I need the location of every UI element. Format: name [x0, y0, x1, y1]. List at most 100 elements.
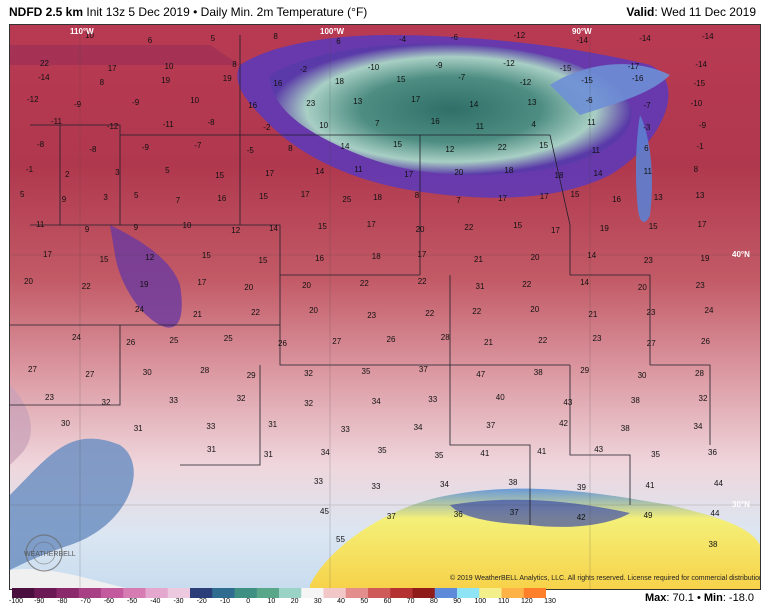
temperature-value: 10 — [319, 121, 328, 130]
temperature-value: 13 — [528, 98, 537, 107]
temperature-value: -11 — [163, 120, 175, 129]
colorbar-tick: 40 — [337, 598, 345, 605]
temperature-value: 5 — [211, 34, 216, 43]
temperature-value: 4 — [532, 120, 537, 129]
temperature-value: 5 — [134, 191, 139, 200]
temperature-value: 22 — [360, 279, 369, 288]
temperature-value: -3 — [643, 123, 651, 132]
temperature-value: -8 — [37, 140, 45, 149]
temperature-value: 22 — [425, 309, 434, 318]
temperature-value: 31 — [476, 282, 485, 291]
temperature-value: 34 — [414, 423, 423, 432]
temperature-value: 9 — [134, 223, 139, 232]
temperature-value: -2 — [300, 65, 308, 74]
temperature-value: 41 — [646, 481, 655, 490]
temperature-value: 17 — [411, 95, 420, 104]
colorbar-segment — [345, 588, 369, 598]
temperature-value: 23 — [644, 256, 653, 265]
colorbar-tick: 10 — [267, 598, 276, 605]
temperature-value: 26 — [387, 335, 396, 344]
temperature-value: 7 — [456, 196, 461, 205]
temperature-value: 14 — [269, 224, 278, 233]
temperature-value: 49 — [644, 511, 653, 520]
temperature-map[interactable]: 10 6 5 8 6 -4 -6 -12 -14 -14 -14 22 17 10 8 -2 -10 -9 -12-… — [9, 24, 761, 590]
temperature-value: 33 — [372, 482, 381, 491]
colorbar-tick: 70 — [406, 598, 415, 605]
temperature-value: 25 — [170, 336, 179, 345]
temperature-value: 10 — [165, 62, 174, 71]
temperature-value: 20 — [302, 281, 311, 290]
temperature-value: 19 — [701, 254, 710, 263]
temperature-value: -12 — [503, 59, 515, 68]
colorbar-tick: -40 — [150, 598, 161, 605]
temperature-value: 33 — [341, 425, 350, 434]
colorbar-tick: -80 — [57, 598, 68, 605]
temperature-value: 16 — [315, 254, 324, 263]
temperature-value: -9 — [74, 100, 82, 109]
temperature-value: 14 — [341, 142, 350, 151]
temperature-value: -7 — [644, 101, 652, 110]
temperature-value: 15 — [202, 251, 211, 260]
temperature-value: 30 — [638, 371, 647, 380]
temperature-value: 2 — [65, 170, 70, 179]
temperature-value: 28 — [200, 366, 209, 375]
max-value: : 70.1 — [666, 592, 694, 604]
temperature-value: 21 — [193, 310, 202, 319]
logo-text: WEATHERBELL — [24, 551, 76, 558]
temperature-value: 43 — [594, 445, 603, 454]
temperature-value: 20 — [530, 305, 539, 314]
temperature-value: 33 — [206, 422, 215, 431]
max-label: Max — [644, 592, 667, 604]
temperature-value: -11 — [51, 117, 63, 126]
temperature-value: -6 — [586, 96, 594, 105]
colorbar-tick: -10 — [219, 598, 231, 605]
temperature-value: 17 — [265, 169, 274, 178]
lake-superior — [550, 64, 670, 115]
temperature-value: 24 — [135, 305, 144, 314]
colorbar-segment — [190, 588, 213, 598]
temperature-value: 26 — [701, 337, 710, 346]
colorbar-segment — [145, 588, 169, 598]
gulf-of-mexico — [310, 488, 760, 589]
temperature-value: 55 — [336, 535, 345, 544]
temperature-value: 16 — [217, 194, 226, 203]
temperature-value: -17 — [628, 62, 640, 71]
temperature-value: 21 — [484, 338, 493, 347]
temperature-value: 36 — [708, 448, 717, 457]
temperature-value: 12 — [231, 226, 240, 235]
temperature-value: 25 — [224, 334, 233, 343]
temperature-value: 26 — [126, 338, 135, 347]
temperature-value: 3 — [115, 168, 120, 177]
temperature-value: 38 — [621, 424, 630, 433]
temperature-value: 22 — [498, 143, 507, 152]
temperature-value: -10 — [691, 99, 703, 108]
gulf-coast-band — [450, 499, 630, 527]
temperature-value: 31 — [268, 420, 277, 429]
temperature-value: 14 — [580, 278, 589, 287]
colorbar-tick: 50 — [360, 598, 369, 605]
temperature-value: -2 — [263, 123, 271, 132]
field-name: Daily Min. 2m Temperature (°F) — [200, 5, 368, 19]
temperature-value: 15 — [100, 255, 109, 264]
temperature-value: 22 — [472, 307, 481, 316]
temperature-value: 11 — [354, 165, 363, 174]
valid-value: : Wed 11 Dec 2019 — [654, 5, 756, 19]
temperature-value: 34 — [372, 397, 381, 406]
temperature-value: 19 — [223, 74, 232, 83]
temperature-value: 17 — [498, 194, 507, 203]
colorbar-segment — [78, 588, 102, 598]
temperature-value: -5 — [247, 146, 255, 155]
temperature-value: 17 — [108, 64, 117, 73]
temperature-value: -8 — [89, 145, 97, 154]
temperature-value: -9 — [132, 98, 140, 107]
temperature-value: 20 — [454, 168, 463, 177]
min-value: : -18.0 — [722, 592, 754, 604]
temperature-value: -1 — [26, 165, 34, 174]
temperature-value: 32 — [237, 394, 246, 403]
temperature-value: 28 — [441, 333, 450, 342]
temperature-value: -14 — [639, 34, 651, 43]
temperature-value: -14 — [576, 36, 588, 45]
temperature-value: 9 — [62, 195, 67, 204]
temperature-value: -12 — [27, 95, 39, 104]
